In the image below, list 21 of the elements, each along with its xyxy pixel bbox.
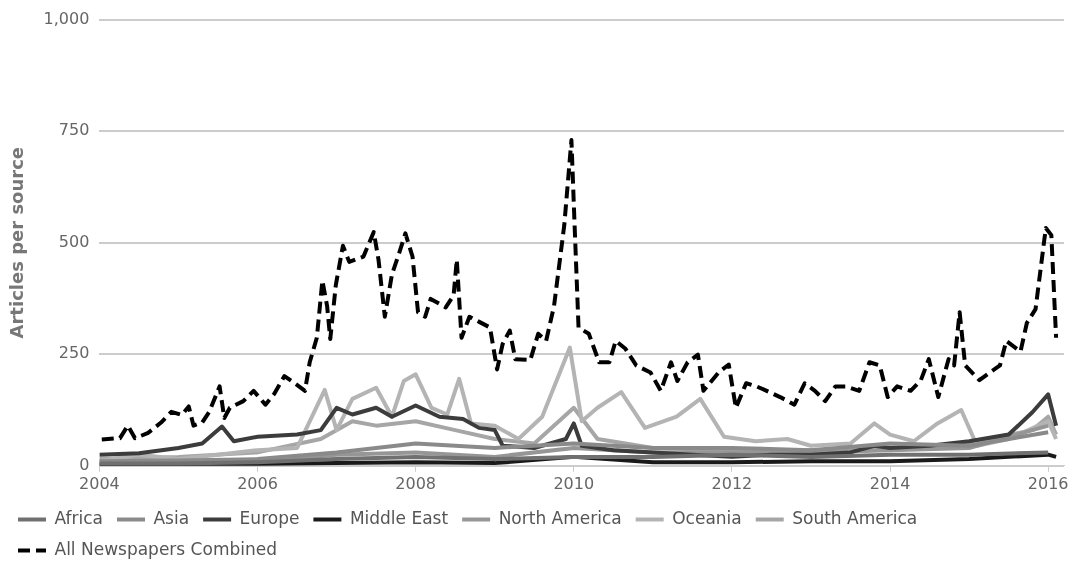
legend-label: Oceania [672,507,742,528]
x-tick-label: 2014 [869,473,911,493]
x-tick-label: 2006 [237,473,278,493]
x-tick-label: 2010 [553,473,595,493]
x-tick-label: 2012 [711,473,753,493]
legend-label: Middle East [349,507,449,528]
x-tick-label: 2004 [79,473,120,493]
y-tick-label: 0 [79,454,90,474]
x-tick-label: 2008 [395,473,437,493]
legend-label: Asia [153,507,190,528]
legend-label: Africa [54,507,103,528]
y-tick-label: 250 [58,343,90,363]
y-axis-title: Articles per source [6,146,28,339]
y-tick-label: 750 [58,120,90,140]
legend-label: All Newspapers Combined [54,538,277,559]
legend-label: South America [792,507,918,528]
y-tick-label: 500 [58,231,90,251]
y-tick-label: 1,000 [43,8,90,28]
legend-label: Europe [239,507,300,528]
legend-label: North America [498,507,622,528]
x-tick-label: 2016 [1027,473,1069,493]
